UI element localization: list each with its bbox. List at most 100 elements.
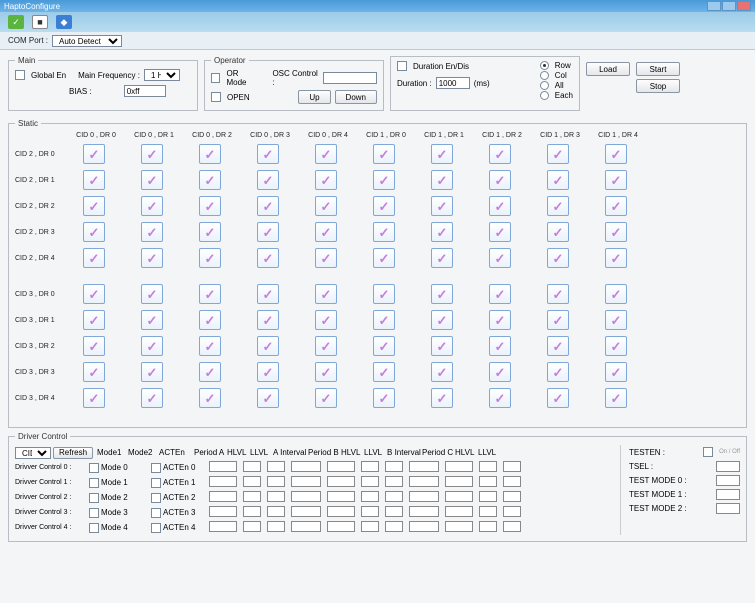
check-cell[interactable]: ✓ bbox=[141, 362, 163, 382]
acten-checkbox[interactable] bbox=[151, 463, 161, 473]
check-cell[interactable]: ✓ bbox=[547, 144, 569, 164]
tsel-input[interactable] bbox=[716, 461, 740, 472]
driver-input[interactable] bbox=[291, 461, 321, 472]
open-checkbox[interactable] bbox=[211, 92, 221, 102]
check-cell[interactable]: ✓ bbox=[547, 222, 569, 242]
radio-all[interactable] bbox=[540, 81, 549, 90]
driver-input[interactable] bbox=[267, 476, 285, 487]
acten-checkbox[interactable] bbox=[151, 478, 161, 488]
check-cell[interactable]: ✓ bbox=[315, 222, 337, 242]
driver-input[interactable] bbox=[385, 476, 403, 487]
load-button[interactable]: Load bbox=[586, 62, 630, 76]
driver-input[interactable] bbox=[291, 506, 321, 517]
stop-icon[interactable]: ■ bbox=[32, 15, 48, 29]
driver-input[interactable] bbox=[209, 491, 237, 502]
minimize-button[interactable] bbox=[707, 1, 721, 11]
check-cell[interactable]: ✓ bbox=[315, 336, 337, 356]
check-cell[interactable]: ✓ bbox=[83, 222, 105, 242]
driver-input[interactable] bbox=[445, 506, 473, 517]
driver-input[interactable] bbox=[243, 461, 261, 472]
cid-select[interactable]: CID0 bbox=[15, 447, 51, 459]
driver-input[interactable] bbox=[361, 461, 379, 472]
check-cell[interactable]: ✓ bbox=[315, 144, 337, 164]
check-cell[interactable]: ✓ bbox=[141, 310, 163, 330]
driver-input[interactable] bbox=[409, 476, 439, 487]
driver-input[interactable] bbox=[267, 506, 285, 517]
mode-checkbox[interactable] bbox=[89, 478, 99, 488]
check-cell[interactable]: ✓ bbox=[373, 310, 395, 330]
check-cell[interactable]: ✓ bbox=[199, 170, 221, 190]
check-cell[interactable]: ✓ bbox=[315, 362, 337, 382]
driver-input[interactable] bbox=[361, 521, 379, 532]
driver-input[interactable] bbox=[503, 491, 521, 502]
check-cell[interactable]: ✓ bbox=[373, 170, 395, 190]
up-button[interactable]: Up bbox=[298, 90, 330, 104]
mode-checkbox[interactable] bbox=[89, 523, 99, 533]
check-cell[interactable]: ✓ bbox=[547, 336, 569, 356]
driver-input[interactable] bbox=[243, 491, 261, 502]
driver-input[interactable] bbox=[503, 461, 521, 472]
check-cell[interactable]: ✓ bbox=[199, 388, 221, 408]
tm2-input[interactable] bbox=[716, 503, 740, 514]
driver-input[interactable] bbox=[327, 461, 355, 472]
shield-icon[interactable]: ◆ bbox=[56, 15, 72, 29]
start-button[interactable]: Start bbox=[636, 62, 680, 76]
check-cell[interactable]: ✓ bbox=[547, 388, 569, 408]
driver-input[interactable] bbox=[385, 461, 403, 472]
driver-input[interactable] bbox=[479, 491, 497, 502]
check-cell[interactable]: ✓ bbox=[199, 284, 221, 304]
check-cell[interactable]: ✓ bbox=[83, 144, 105, 164]
radio-col[interactable] bbox=[540, 71, 549, 80]
check-cell[interactable]: ✓ bbox=[431, 170, 453, 190]
check-cell[interactable]: ✓ bbox=[141, 284, 163, 304]
check-cell[interactable]: ✓ bbox=[489, 310, 511, 330]
tm0-input[interactable] bbox=[716, 475, 740, 486]
check-cell[interactable]: ✓ bbox=[199, 336, 221, 356]
check-cell[interactable]: ✓ bbox=[547, 362, 569, 382]
check-cell[interactable]: ✓ bbox=[83, 284, 105, 304]
check-cell[interactable]: ✓ bbox=[605, 388, 627, 408]
check-cell[interactable]: ✓ bbox=[257, 336, 279, 356]
check-cell[interactable]: ✓ bbox=[605, 170, 627, 190]
or-mode-checkbox[interactable] bbox=[211, 73, 220, 83]
check-cell[interactable]: ✓ bbox=[547, 284, 569, 304]
driver-input[interactable] bbox=[445, 491, 473, 502]
driver-input[interactable] bbox=[361, 506, 379, 517]
driver-input[interactable] bbox=[361, 491, 379, 502]
check-cell[interactable]: ✓ bbox=[257, 196, 279, 216]
check-cell[interactable]: ✓ bbox=[431, 362, 453, 382]
check-cell[interactable]: ✓ bbox=[257, 388, 279, 408]
driver-input[interactable] bbox=[479, 521, 497, 532]
check-cell[interactable]: ✓ bbox=[141, 248, 163, 268]
check-cell[interactable]: ✓ bbox=[605, 362, 627, 382]
check-cell[interactable]: ✓ bbox=[431, 196, 453, 216]
ok-icon[interactable]: ✓ bbox=[8, 15, 24, 29]
driver-input[interactable] bbox=[409, 521, 439, 532]
driver-input[interactable] bbox=[409, 506, 439, 517]
global-en-checkbox[interactable] bbox=[15, 70, 25, 80]
check-cell[interactable]: ✓ bbox=[605, 336, 627, 356]
driver-input[interactable] bbox=[243, 506, 261, 517]
check-cell[interactable]: ✓ bbox=[431, 284, 453, 304]
check-cell[interactable]: ✓ bbox=[83, 170, 105, 190]
check-cell[interactable]: ✓ bbox=[141, 144, 163, 164]
freq-select[interactable]: 1 Hz bbox=[144, 69, 180, 81]
check-cell[interactable]: ✓ bbox=[489, 170, 511, 190]
check-cell[interactable]: ✓ bbox=[373, 196, 395, 216]
check-cell[interactable]: ✓ bbox=[141, 170, 163, 190]
check-cell[interactable]: ✓ bbox=[431, 144, 453, 164]
driver-input[interactable] bbox=[385, 506, 403, 517]
stop-button[interactable]: Stop bbox=[636, 79, 680, 93]
driver-input[interactable] bbox=[243, 476, 261, 487]
check-cell[interactable]: ✓ bbox=[315, 196, 337, 216]
check-cell[interactable]: ✓ bbox=[199, 196, 221, 216]
check-cell[interactable]: ✓ bbox=[257, 170, 279, 190]
check-cell[interactable]: ✓ bbox=[373, 144, 395, 164]
check-cell[interactable]: ✓ bbox=[199, 248, 221, 268]
check-cell[interactable]: ✓ bbox=[489, 362, 511, 382]
check-cell[interactable]: ✓ bbox=[83, 388, 105, 408]
driver-input[interactable] bbox=[327, 476, 355, 487]
driver-input[interactable] bbox=[291, 521, 321, 532]
acten-checkbox[interactable] bbox=[151, 508, 161, 518]
check-cell[interactable]: ✓ bbox=[315, 248, 337, 268]
